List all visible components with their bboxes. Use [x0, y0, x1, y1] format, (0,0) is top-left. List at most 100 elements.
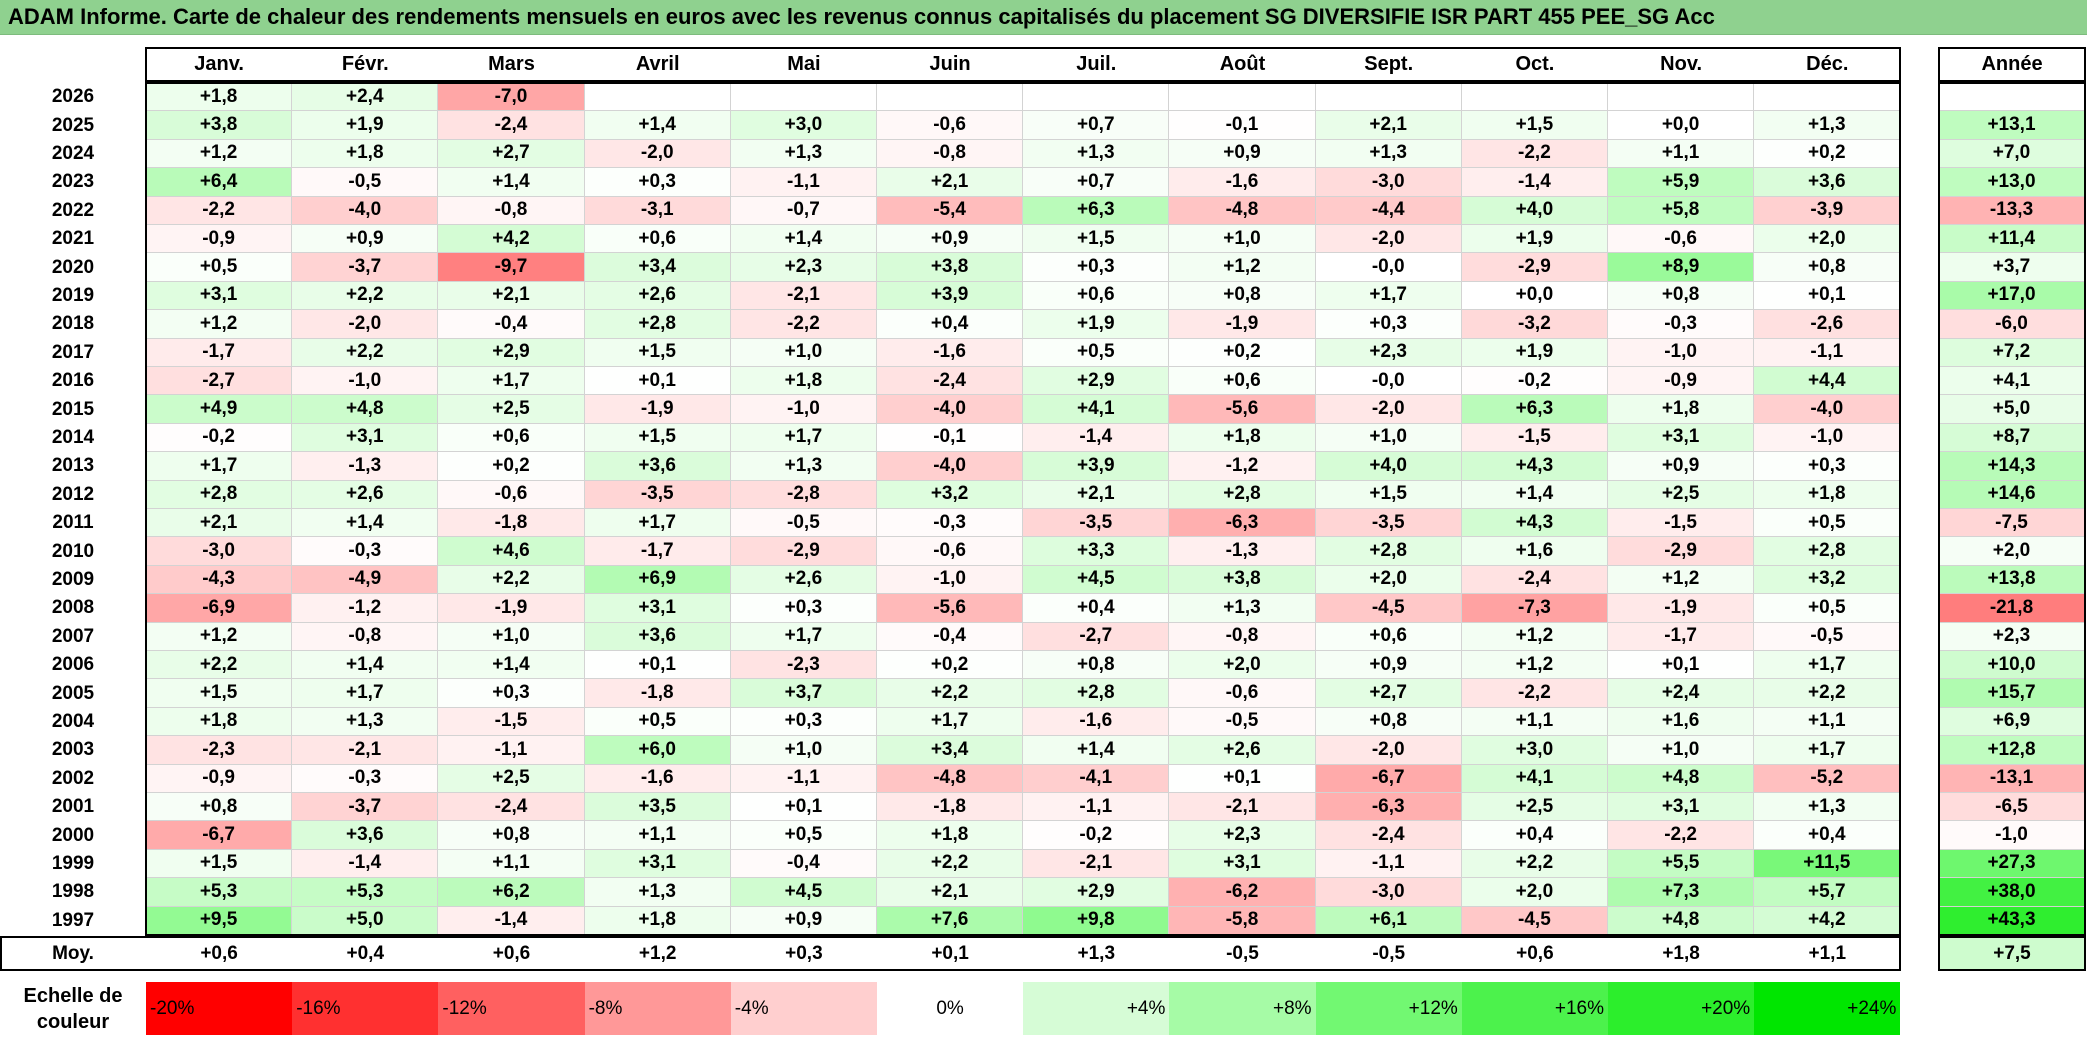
- year-label: 2017: [0, 338, 146, 367]
- heatmap-cell: +0,3: [1315, 310, 1462, 339]
- heatmap-cell: [1023, 83, 1170, 112]
- annual-return-cell: +3,7: [1939, 253, 2085, 282]
- color-scale-step: -20%: [146, 982, 293, 1035]
- heatmap-cell: +0,7: [1023, 168, 1170, 197]
- heatmap-cell: -6,7: [146, 821, 293, 850]
- annual-return-cell: -13,1: [1939, 764, 2085, 793]
- heatmap-cell: +0,3: [438, 679, 585, 708]
- heatmap-cell: +3,1: [584, 849, 731, 879]
- month-header: Août: [1169, 48, 1316, 81]
- color-scale-step: +4%: [1023, 982, 1170, 1035]
- heatmap-cell: -2,9: [1461, 253, 1608, 282]
- heatmap-cell: +0,5: [1754, 594, 1901, 623]
- heatmap-cell: -0,6: [438, 480, 585, 509]
- year-label: 1999: [0, 849, 146, 879]
- annual-return-cell: +13,0: [1939, 168, 2085, 197]
- heatmap-cell: -0,8: [292, 622, 439, 651]
- heatmap-cell: -0,2: [146, 423, 293, 453]
- heatmap-cell: -0,6: [1169, 679, 1316, 708]
- heatmap-cell: -0,1: [1169, 111, 1316, 140]
- heatmap-cell: +0,8: [1608, 281, 1755, 311]
- year-label: 2018: [0, 310, 146, 339]
- heatmap-cell: -4,4: [1315, 196, 1462, 225]
- heatmap-cell: +1,3: [1023, 139, 1170, 169]
- heatmap-cell: +4,8: [1608, 906, 1755, 935]
- annual-return-cell: +7,0: [1939, 139, 2085, 169]
- heatmap-cell: -0,6: [877, 111, 1024, 140]
- color-scale-label-line1: Echelle de: [23, 984, 123, 1007]
- heatmap-cell: +2,8: [1315, 537, 1462, 566]
- heatmap-cell: +1,9: [1023, 310, 1170, 339]
- heatmap-cell: -0,8: [438, 196, 585, 225]
- heatmap-cell: -4,5: [1461, 906, 1608, 935]
- color-scale-step: +20%: [1608, 982, 1755, 1035]
- heatmap-cell: +5,9: [1608, 168, 1755, 197]
- heatmap-cell: +1,7: [877, 707, 1024, 737]
- annual-return-cell: +11,4: [1939, 225, 2085, 254]
- heatmap-cell: [584, 83, 731, 112]
- heatmap-cell: -2,4: [438, 111, 585, 140]
- heatmap-cell: +2,8: [1754, 537, 1901, 566]
- heatmap-cell: +0,9: [292, 225, 439, 254]
- heatmap-cell: -5,8: [1169, 906, 1316, 935]
- heatmap-cell: -2,1: [1023, 849, 1170, 879]
- heatmap-cell: +0,8: [1169, 281, 1316, 311]
- heatmap-cell: -7,0: [438, 83, 585, 112]
- year-label: 2007: [0, 622, 146, 651]
- heatmap-cell: +1,2: [1461, 622, 1608, 651]
- heatmap-cell: +0,6: [438, 423, 585, 453]
- heatmap-cell: +4,0: [1461, 196, 1608, 225]
- heatmap-cell: -2,2: [1608, 821, 1755, 850]
- annual-return-cell: +13,1: [1939, 111, 2085, 140]
- heatmap-cell: -0,3: [292, 537, 439, 566]
- month-header: Mai: [730, 48, 877, 81]
- heatmap-cell: +2,1: [1315, 111, 1462, 140]
- year-label: 2009: [0, 565, 146, 595]
- heatmap-cell: +1,3: [1169, 594, 1316, 623]
- average-cell: +1,1: [1754, 937, 1901, 970]
- heatmap-cell: -1,0: [1608, 338, 1755, 367]
- heatmap-cell: -1,9: [1169, 310, 1316, 339]
- heatmap-cell: -2,0: [1315, 736, 1462, 765]
- heatmap-cell: +2,4: [1608, 679, 1755, 708]
- heatmap-cell: -0,3: [877, 509, 1024, 538]
- heatmap-cell: +1,8: [292, 139, 439, 169]
- year-label: 2025: [0, 111, 146, 140]
- heatmap-cell: +4,2: [1754, 906, 1901, 935]
- annual-return-cell: +15,7: [1939, 679, 2085, 708]
- heatmap-cell: -2,0: [292, 310, 439, 339]
- heatmap-cell: +0,1: [584, 651, 731, 680]
- heatmap-cell: -2,7: [1023, 622, 1170, 651]
- heatmap-cell: -1,1: [1315, 849, 1462, 879]
- average-cell: +1,8: [1608, 937, 1755, 970]
- heatmap-cell: +2,9: [438, 338, 585, 367]
- heatmap-cell: -2,3: [730, 651, 877, 680]
- heatmap-cell: -2,2: [730, 310, 877, 339]
- year-label: 2012: [0, 480, 146, 509]
- heatmap-cell: -2,4: [1461, 565, 1608, 595]
- heatmap-cell: +1,7: [438, 367, 585, 396]
- heatmap-cell: +1,3: [1754, 111, 1901, 140]
- heatmap-cell: +1,4: [292, 651, 439, 680]
- heatmap-cell: [1754, 83, 1901, 112]
- heatmap-cell: +2,2: [877, 679, 1024, 708]
- heatmap-cell: -3,0: [146, 537, 293, 566]
- heatmap-cell: -2,4: [1315, 821, 1462, 850]
- heatmap-cell: +0,8: [1754, 253, 1901, 282]
- heatmap-cell: -2,1: [1169, 793, 1316, 822]
- heatmap-cell: +1,8: [146, 707, 293, 737]
- year-label: 2019: [0, 281, 146, 311]
- heatmap-cell: +3,5: [584, 793, 731, 822]
- heatmap-cell: -4,0: [1754, 395, 1901, 424]
- heatmap-cell: -1,7: [1608, 622, 1755, 651]
- heatmap-cell: +1,7: [1315, 281, 1462, 311]
- heatmap-cell: +1,2: [1608, 565, 1755, 595]
- year-label: 1997: [0, 906, 146, 935]
- heatmap-cell: +2,2: [292, 338, 439, 367]
- year-label: 2026: [0, 83, 146, 112]
- heatmap-cell: +3,8: [877, 253, 1024, 282]
- year-label: 2024: [0, 139, 146, 169]
- annual-return-cell: +43,3: [1939, 906, 2085, 935]
- month-header: Juin: [877, 48, 1024, 81]
- heatmap-cell: +0,2: [1169, 338, 1316, 367]
